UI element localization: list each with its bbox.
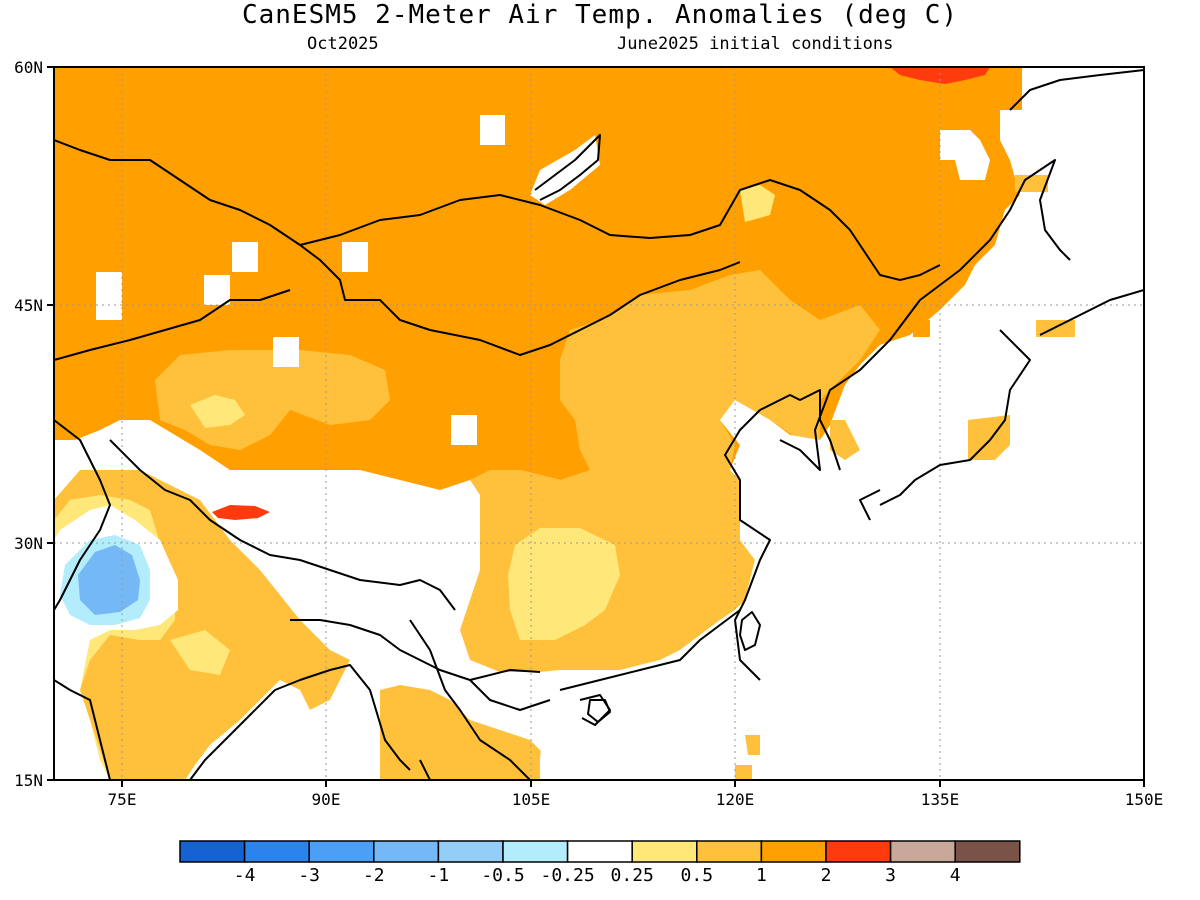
- colorbar-swatch-7: [631, 840, 698, 863]
- colorbar-label-10: 3: [885, 865, 896, 886]
- lat-lon-grid: [54, 67, 1144, 780]
- colorbar-label-1: -3: [298, 865, 320, 886]
- colorbar-label-4: -0.5: [481, 865, 524, 886]
- coastlines-and-borders: [54, 69, 1144, 780]
- coastline-south-asia: [54, 664, 431, 780]
- lon-label-105E: 105E: [512, 790, 551, 809]
- lon-label-120E: 120E: [716, 790, 755, 809]
- map-frame: [53, 66, 1145, 781]
- chart-title: CanESM5 2-Meter Air Temp. Anomalies (deg…: [241, 0, 959, 30]
- border-southeast-asia: [409, 619, 551, 780]
- coastal-cells-warm: [884, 320, 930, 337]
- colorbar-label-2: -2: [363, 865, 385, 886]
- border-india-pakistan: [54, 419, 111, 611]
- lon-label-75E: 75E: [108, 790, 137, 809]
- coastal-cells: [830, 175, 1075, 460]
- colorbar-swatch-12: [954, 840, 1021, 863]
- lon-label-150E: 150E: [1125, 790, 1164, 809]
- lat-label-45N: 45N: [14, 296, 43, 315]
- colorbar-label-9: 2: [821, 865, 832, 886]
- lake-baikal: [534, 134, 601, 201]
- colorbar-swatch-3: [373, 840, 440, 863]
- colorbar-swatch-0: [179, 840, 246, 863]
- lat-label-30N: 30N: [14, 534, 43, 553]
- coastline-japan: [859, 289, 1144, 521]
- lat-label-15N: 15N: [14, 771, 43, 790]
- axis-ticks: [47, 66, 1145, 787]
- colorbar-swatch-6: [566, 840, 633, 863]
- colorbar-swatch-9: [760, 840, 827, 863]
- colorbar-swatch-5: [502, 840, 569, 863]
- lon-label-90E: 90E: [312, 790, 341, 809]
- valid-month-label: Oct2025: [307, 34, 379, 54]
- colorbar-swatch-1: [243, 840, 310, 863]
- colorbar-swatch-8: [696, 840, 763, 863]
- colorbar-label-11: 4: [950, 865, 961, 886]
- lon-label-135E: 135E: [921, 790, 960, 809]
- border-kazakhstan-russia: [54, 139, 301, 361]
- colorbar-swatch-4: [437, 840, 504, 863]
- colorbar-label-3: -1: [428, 865, 450, 886]
- lat-label-60N: 60N: [14, 58, 43, 77]
- colorbar-swatch-11: [889, 840, 956, 863]
- initial-conditions-label: June2025 initial conditions: [617, 34, 894, 54]
- border-himalaya: [109, 439, 541, 681]
- colorbar-label-7: 0.5: [681, 865, 714, 886]
- coast-taiwan: [739, 611, 761, 651]
- anomaly-field-2to3: [212, 67, 990, 520]
- colorbar-label-6: 0.25: [611, 865, 654, 886]
- colorbar-label-8: 1: [756, 865, 767, 886]
- border-mongolia: [299, 179, 941, 356]
- colorbar-swatch-2: [308, 840, 375, 863]
- colorbar-label-0: -4: [234, 865, 256, 886]
- colorbar-swatch-10: [825, 840, 892, 863]
- coast-hainan: [587, 699, 611, 723]
- coastline-east-asia: [559, 69, 1144, 726]
- colorbar-label-5: -0.25: [541, 865, 595, 886]
